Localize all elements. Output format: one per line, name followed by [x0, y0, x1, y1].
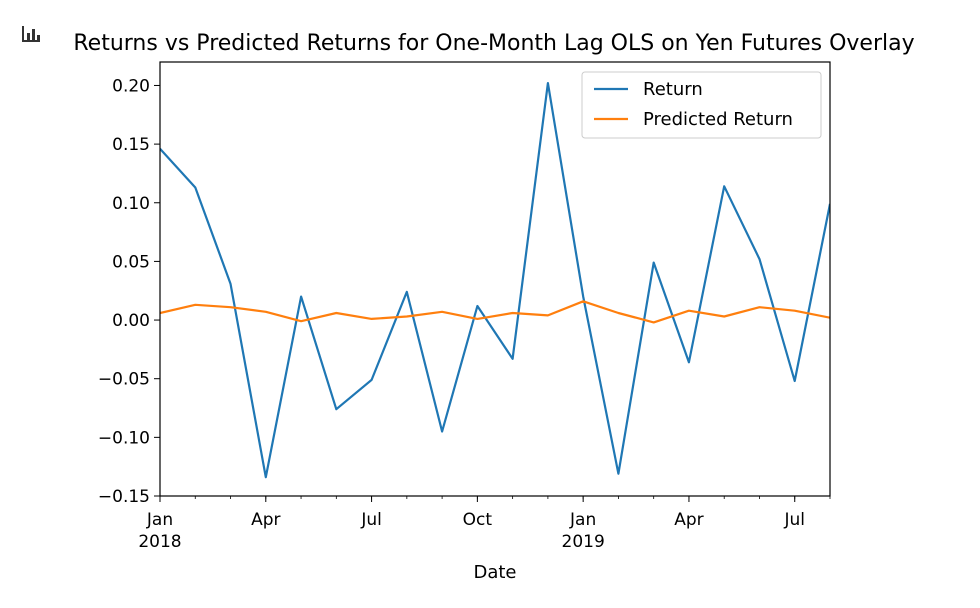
- x-tick-label: Apr: [251, 510, 280, 530]
- y-tick-label: −0.10: [98, 428, 150, 448]
- x-axis-label: Date: [473, 562, 516, 583]
- x-tick-label: Jan: [146, 510, 173, 530]
- chart-title: Returns vs Predicted Returns for One-Mon…: [73, 31, 914, 56]
- y-tick-label: −0.15: [98, 487, 150, 507]
- x-tick-year-label: 2019: [562, 532, 605, 552]
- y-tick-label: −0.05: [98, 370, 150, 390]
- x-tick-label: Apr: [674, 510, 703, 530]
- chart-icon: [22, 26, 40, 42]
- legend-label: Return: [643, 79, 703, 100]
- plot-area: −0.15−0.10−0.050.000.050.100.150.20Jan20…: [98, 61, 831, 552]
- legend-box: [581, 71, 822, 139]
- x-tick-label: Jul: [360, 510, 382, 530]
- series-line-return: [160, 81, 830, 479]
- x-tick-label: Oct: [463, 510, 493, 530]
- plot-frame: [159, 61, 831, 497]
- x-tick-label: Jul: [783, 510, 805, 530]
- y-tick-label: 0.00: [112, 311, 150, 331]
- y-tick-label: 0.10: [112, 194, 150, 214]
- series-line-predicted-return: [160, 300, 830, 324]
- x-tick-label: Jan: [569, 510, 596, 530]
- y-tick-label: 0.20: [112, 76, 150, 96]
- y-tick-label: 0.05: [112, 252, 150, 272]
- legend-label: Predicted Return: [643, 109, 793, 130]
- x-tick-year-label: 2018: [138, 532, 181, 552]
- y-tick-label: 0.15: [112, 135, 150, 155]
